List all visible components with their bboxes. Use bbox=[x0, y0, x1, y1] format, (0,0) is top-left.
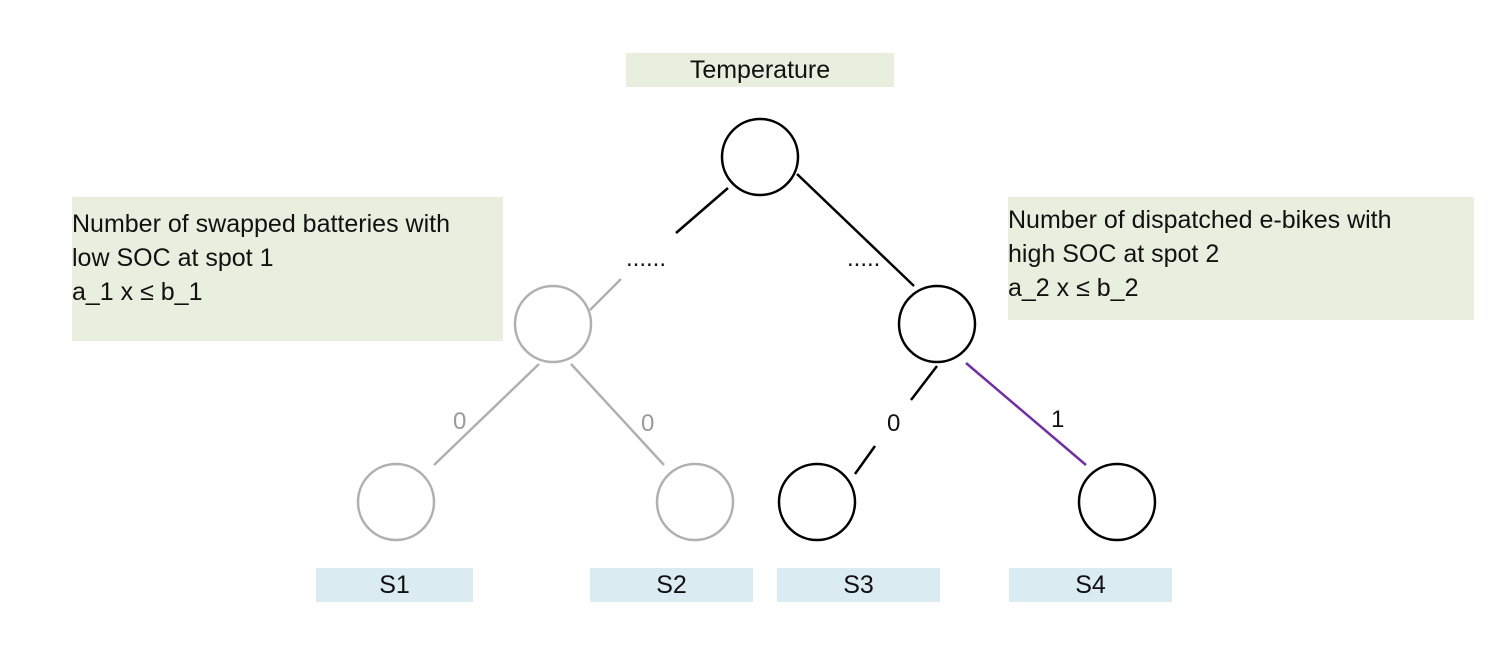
leaf-node-s4 bbox=[1077, 462, 1157, 542]
right-node-label: Number of dispatched e-bikes with high S… bbox=[1008, 197, 1474, 320]
left-internal-node bbox=[513, 284, 593, 364]
edge-right-s4-highlight bbox=[965, 362, 1087, 466]
leaf-node-s1 bbox=[356, 462, 436, 542]
leaf-label-s2: S2 bbox=[590, 568, 753, 602]
leaf-node-s3 bbox=[777, 462, 857, 542]
edge-left-partial bbox=[589, 278, 622, 311]
left-label-line-1: Number of swapped batteries with bbox=[72, 210, 450, 238]
edge-label-s4: 1 bbox=[1051, 406, 1064, 433]
edge-label-s2: 0 bbox=[641, 410, 654, 437]
edge-left-s1 bbox=[433, 363, 540, 466]
root-node bbox=[720, 117, 800, 197]
leaf-node-s2 bbox=[655, 462, 735, 542]
leaf-label-s1: S1 bbox=[316, 568, 473, 602]
right-internal-node bbox=[897, 284, 977, 364]
left-node-label: Number of swapped batteries with low SOC… bbox=[72, 197, 503, 341]
left-label-line-3: a_1 x ≤ b_1 bbox=[72, 278, 203, 306]
leaf-label-s4: S4 bbox=[1009, 568, 1172, 602]
edge-left-s2 bbox=[570, 363, 665, 466]
right-label-line-1: Number of dispatched e-bikes with bbox=[1008, 206, 1392, 234]
edge-label-s1: 0 bbox=[453, 408, 466, 435]
edge-right-s3-lower bbox=[853, 445, 877, 475]
root-label: Temperature bbox=[626, 53, 894, 87]
edge-root-right bbox=[796, 173, 915, 287]
right-label-line-2: high SOC at spot 2 bbox=[1008, 240, 1220, 268]
right-label-line-3: a_2 x ≤ b_2 bbox=[1008, 274, 1139, 302]
ellipsis-left: ...... bbox=[626, 245, 666, 272]
left-label-line-2: low SOC at spot 1 bbox=[72, 244, 274, 272]
leaf-label-s3: S3 bbox=[777, 568, 940, 602]
edge-right-s3-upper bbox=[910, 365, 938, 401]
edge-root-left bbox=[675, 187, 729, 234]
ellipsis-right: ..... bbox=[847, 245, 880, 272]
edge-label-s3: 0 bbox=[887, 410, 900, 437]
